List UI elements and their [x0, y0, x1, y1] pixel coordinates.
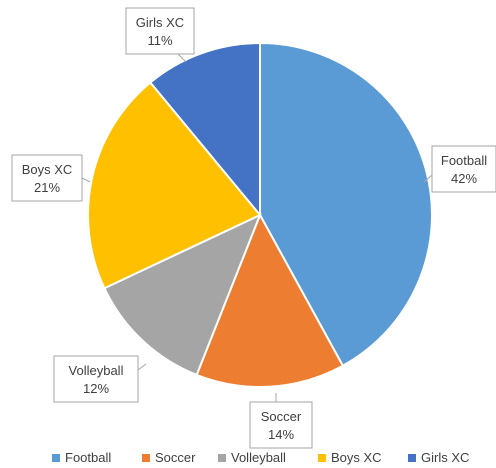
callout-box — [431, 145, 496, 193]
pie-slice-football — [259, 41, 433, 368]
callout-percent-label: 12% — [83, 381, 109, 396]
data-label-soccer: Soccer 14% — [249, 393, 313, 449]
chart-legend: Football Soccer Volleyball Boys XC Girls XC — [52, 450, 469, 465]
callout-category-label: Volleyball — [69, 363, 124, 378]
legend-label: Soccer — [155, 450, 196, 465]
legend-label: Volleyball — [231, 450, 286, 465]
legend-label: Girls XC — [421, 450, 469, 465]
leader-line — [137, 363, 147, 371]
pie-slices — [87, 41, 433, 388]
callout-box — [11, 154, 83, 202]
callout-category-label: Girls XC — [136, 15, 184, 30]
legend-swatch — [218, 454, 226, 462]
legend-label: Football — [65, 450, 111, 465]
leader-line — [81, 177, 91, 183]
data-label-volleyball: Volleyball 12% — [53, 355, 147, 403]
legend-item-football: Football — [52, 450, 111, 465]
legend-swatch — [142, 454, 150, 462]
callout-box — [53, 355, 139, 403]
legend-item-soccer: Soccer — [142, 450, 196, 465]
data-label-boys-xc: Boys XC 21% — [11, 154, 91, 202]
data-label-callouts: Football 42% Soccer 14% Volleyball 12% Boys XC… — [11, 7, 496, 449]
legend-item-girls-xc: Girls XC — [408, 450, 469, 465]
callout-category-label: Soccer — [261, 409, 302, 424]
pie-slice-soccer — [195, 212, 345, 388]
callout-box — [249, 401, 313, 449]
pie-slice-boys-xc — [87, 81, 262, 290]
legend-item-volleyball: Volleyball — [218, 450, 286, 465]
legend-label: Boys XC — [331, 450, 382, 465]
leader-line — [177, 53, 187, 63]
callout-percent-label: 42% — [451, 171, 477, 186]
callout-percent-label: 21% — [34, 180, 60, 195]
callout-category-label: Football — [441, 153, 487, 168]
callout-category-label: Boys XC — [22, 162, 73, 177]
callout-percent-label: 11% — [147, 33, 172, 48]
pie-slice-volleyball — [103, 213, 262, 377]
callout-box — [125, 7, 195, 55]
callout-percent-label: 14% — [268, 427, 294, 442]
legend-swatch — [318, 454, 326, 462]
legend-item-boys-xc: Boys XC — [318, 450, 382, 465]
data-label-girls-xc: Girls XC 11% — [125, 7, 195, 63]
data-label-football: Football 42% — [423, 145, 496, 193]
pie-slice-girls-xc — [148, 41, 261, 218]
leader-line — [423, 174, 433, 183]
legend-swatch — [52, 454, 60, 462]
legend-swatch — [408, 454, 416, 462]
